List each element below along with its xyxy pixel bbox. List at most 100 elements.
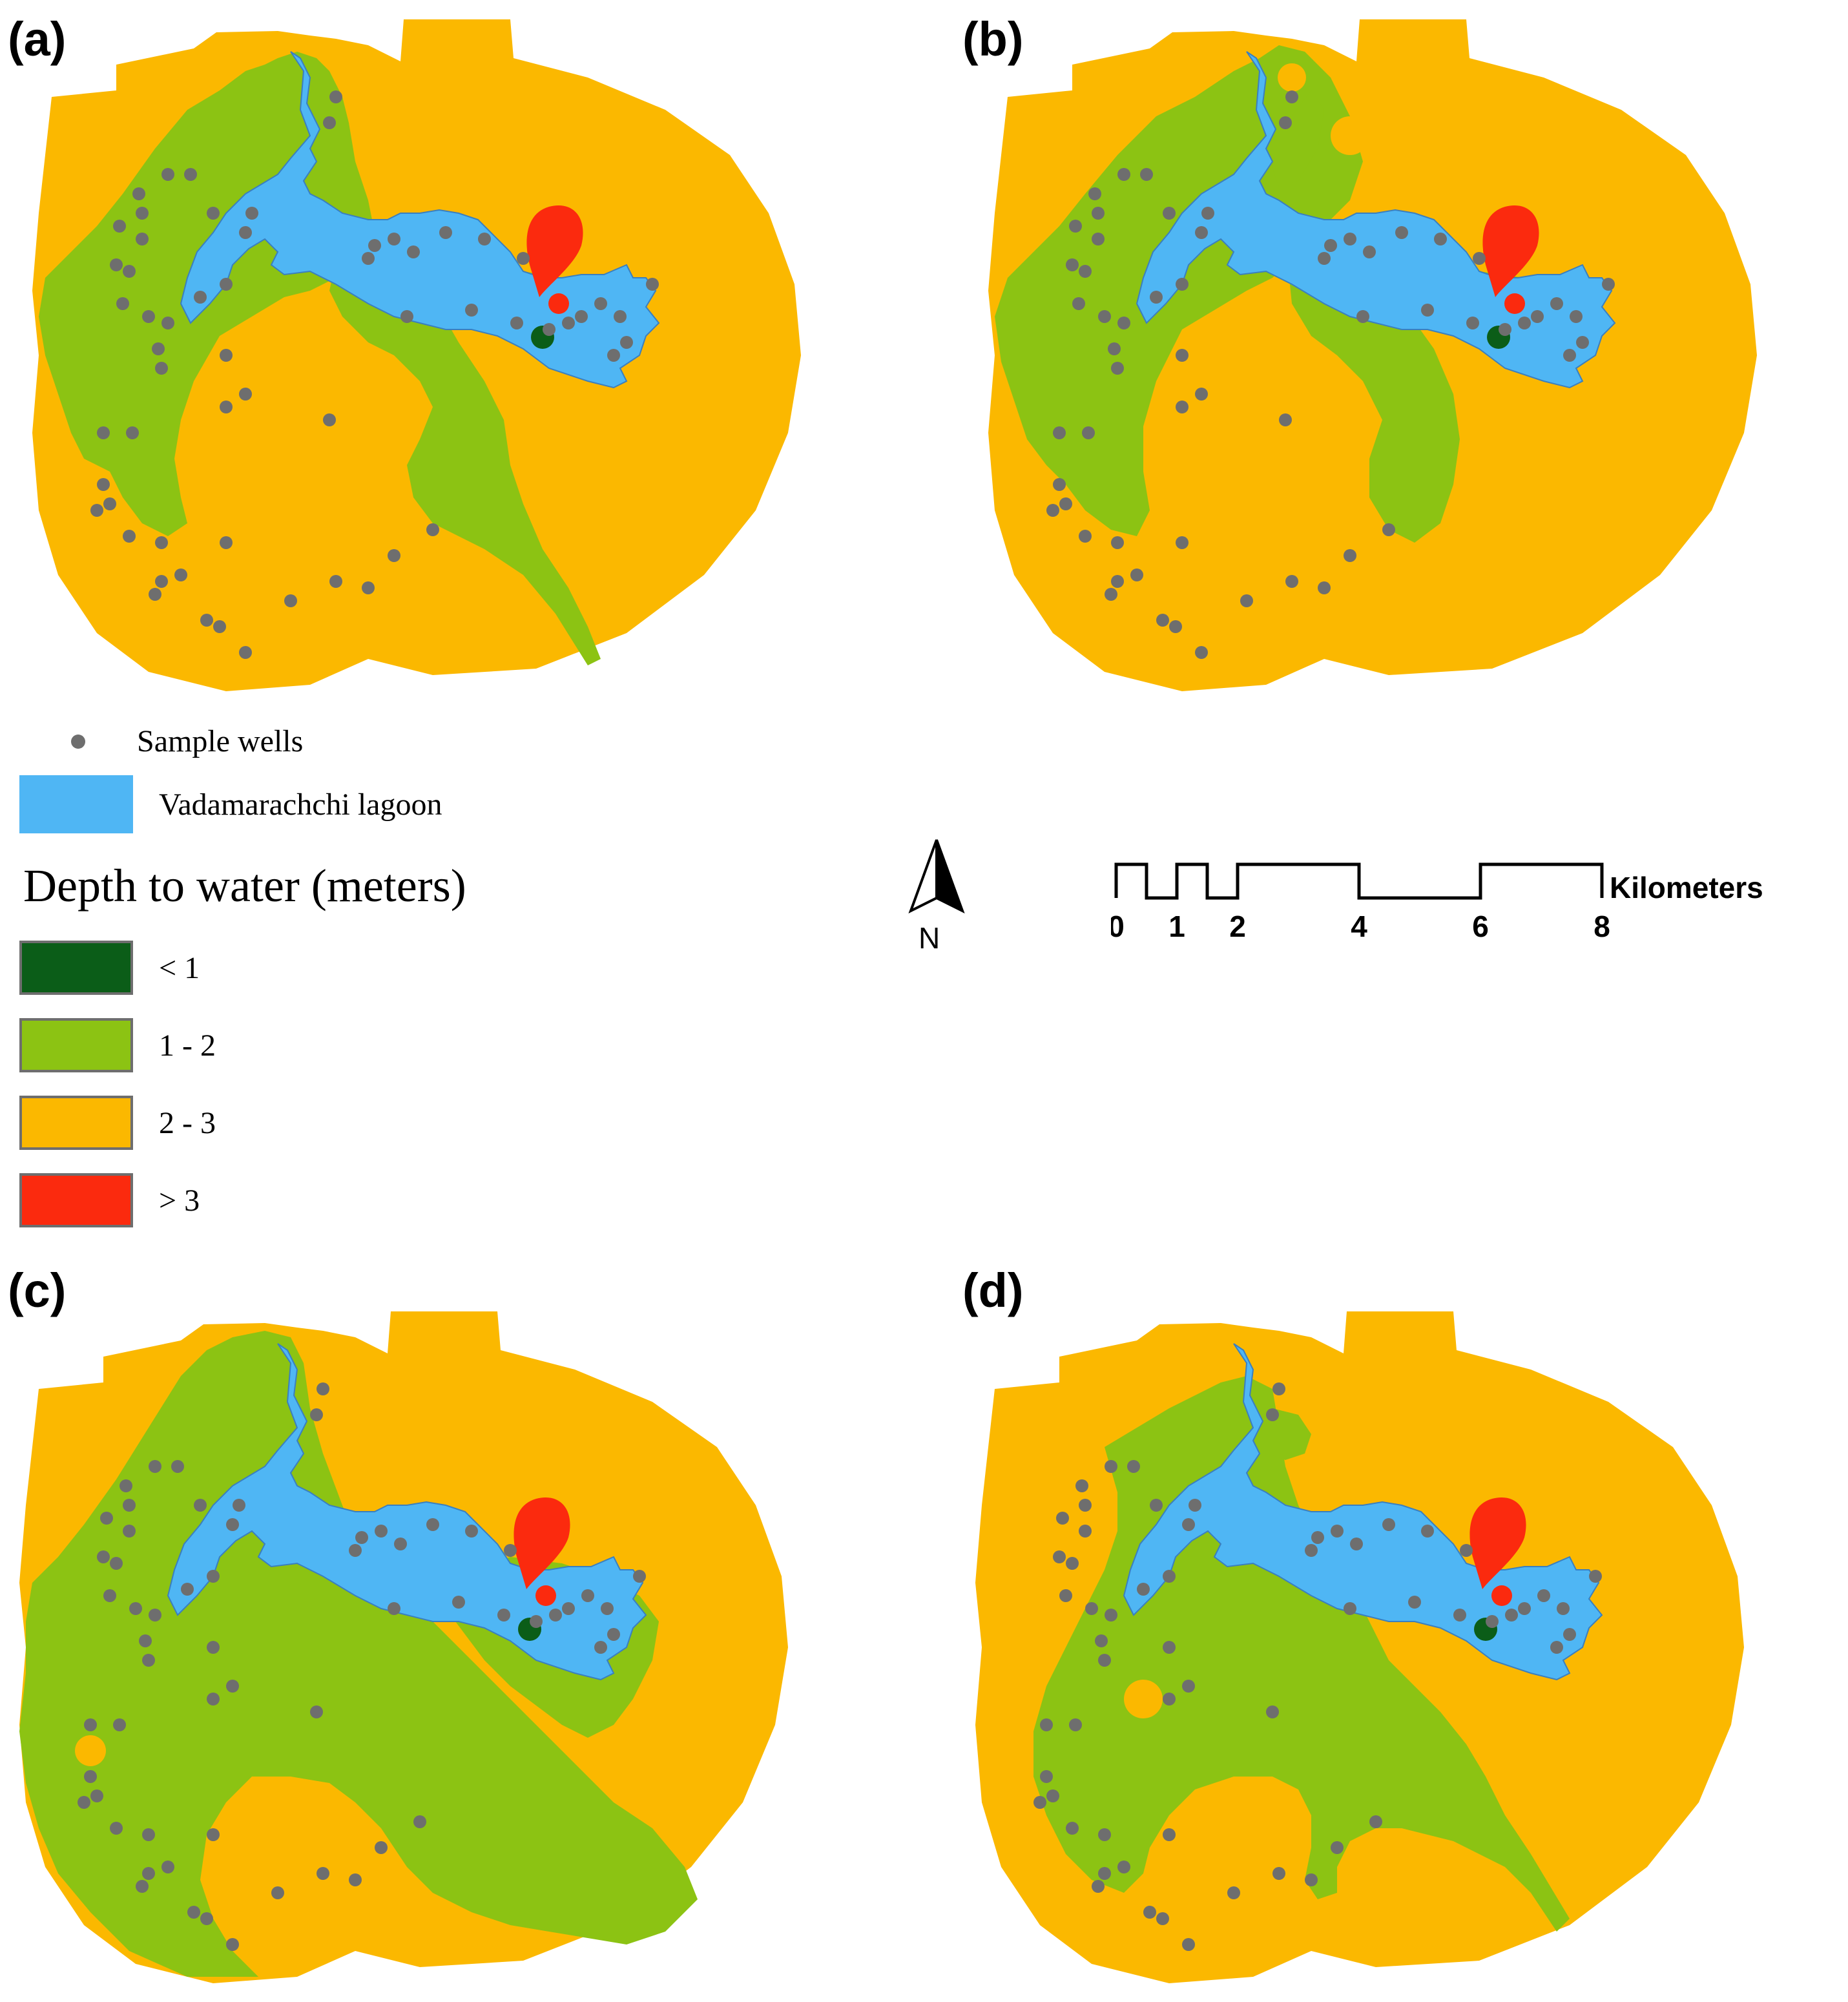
- sample-well: [1079, 530, 1092, 543]
- sample-well: [614, 310, 627, 323]
- sample-well: [1075, 1479, 1088, 1492]
- scale-tick-label: 2: [1229, 910, 1246, 943]
- sample-well: [465, 304, 478, 317]
- legend-class-label: > 3: [159, 1183, 200, 1218]
- sample-well: [1127, 1460, 1140, 1473]
- sample-well: [126, 426, 139, 439]
- scale-tick-label: 0: [1111, 910, 1125, 943]
- sample-well: [1499, 323, 1511, 336]
- sample-well: [1285, 575, 1298, 588]
- sample-well: [187, 1906, 200, 1919]
- sample-well: [220, 401, 233, 413]
- vadamarachchi-lagoon: [167, 1343, 647, 1681]
- sample-well: [119, 1479, 132, 1492]
- class-swatch-shallow: [19, 1018, 133, 1072]
- sample-well: [1098, 1654, 1111, 1667]
- sample-well: [1143, 1906, 1156, 1919]
- scale-tick-label: 6: [1472, 910, 1489, 943]
- vadamarachchi-lagoon: [180, 51, 660, 389]
- sample-well: [132, 187, 145, 200]
- sample-well: [530, 1615, 543, 1628]
- map-panel-d: [975, 1311, 1744, 1983]
- sample-well: [562, 1602, 575, 1615]
- sample-well: [136, 207, 149, 220]
- sample-well: [123, 1499, 136, 1512]
- sample-well: [1156, 1912, 1169, 1925]
- sample-well: [1486, 1615, 1499, 1628]
- region-depth-1-2: [1266, 90, 1324, 187]
- sample-well: [601, 1602, 614, 1615]
- sample-well: [1344, 1602, 1356, 1615]
- sample-well: [1059, 1589, 1072, 1602]
- sample-well: [84, 1718, 97, 1731]
- sample-well: [1082, 426, 1095, 439]
- vadamarachchi-lagoon: [1136, 51, 1616, 389]
- sample-well: [607, 349, 620, 362]
- sample-well: [620, 336, 633, 349]
- sample-well: [1550, 297, 1563, 310]
- panel-label-a: (a): [8, 12, 67, 66]
- sample-well: [1040, 1770, 1053, 1783]
- region-depth-1-2: [995, 45, 1363, 536]
- sample-well: [1163, 1828, 1176, 1841]
- sample-well: [1279, 116, 1292, 129]
- region-depth-2-3: [75, 1735, 106, 1766]
- sample-well: [1105, 1460, 1117, 1473]
- sample-well: [1092, 1880, 1105, 1893]
- sample-well: [317, 1382, 329, 1395]
- sample-well: [239, 226, 252, 239]
- well-symbol-icon: [71, 734, 85, 749]
- sample-well: [310, 1408, 323, 1421]
- sample-well: [78, 1796, 90, 1809]
- sample-well: [1046, 1789, 1059, 1802]
- sample-well: [478, 233, 491, 245]
- sample-well: [1066, 258, 1079, 271]
- sample-well: [1434, 233, 1447, 245]
- sample-well: [97, 1550, 110, 1563]
- legend-wells-row: Sample wells: [19, 724, 303, 759]
- sample-well: [1279, 413, 1292, 426]
- sample-well: [1189, 1499, 1201, 1512]
- sample-well: [1046, 504, 1059, 517]
- region-depth-2-3: [369, 111, 406, 147]
- sample-well: [1563, 1628, 1576, 1641]
- region-depth-1-2: [1285, 239, 1460, 543]
- scale-bar: 0 1 2 4 6 8 Kilometers: [1111, 862, 1763, 943]
- sample-well: [1163, 207, 1176, 220]
- sample-well: [103, 1589, 116, 1602]
- sample-well: [1408, 1596, 1421, 1609]
- sample-well: [1318, 252, 1331, 265]
- sample-well: [220, 278, 233, 291]
- panel-label-b: (b): [962, 12, 1024, 66]
- sample-well: [1111, 536, 1124, 549]
- sample-well: [1033, 1796, 1046, 1809]
- sample-well: [310, 1705, 323, 1718]
- sample-well: [226, 1938, 239, 1951]
- sample-well: [155, 536, 168, 549]
- sample-well: [388, 233, 400, 245]
- sample-well: [142, 1867, 155, 1880]
- lagoon-swatch: [19, 775, 133, 833]
- sample-well: [142, 310, 155, 323]
- sample-well: [181, 1583, 194, 1596]
- region-depth-2-3: [342, 65, 368, 90]
- sample-well: [400, 310, 413, 323]
- sample-well: [1266, 1705, 1279, 1718]
- sample-well: [1117, 317, 1130, 329]
- sample-well: [123, 530, 136, 543]
- sample-well: [1557, 1602, 1570, 1615]
- sample-well: [1069, 220, 1082, 233]
- sample-well: [1272, 1867, 1285, 1880]
- sample-well: [110, 1557, 123, 1570]
- sample-well: [1130, 568, 1143, 581]
- sample-well: [123, 1525, 136, 1538]
- sample-well: [1602, 278, 1615, 291]
- sample-well: [1182, 1938, 1195, 1951]
- sample-well: [84, 1770, 97, 1783]
- sample-well: [1108, 342, 1121, 355]
- scale-tick-label: 4: [1351, 910, 1367, 943]
- sample-well: [1098, 1828, 1111, 1841]
- class-swatch-medium: [19, 1096, 133, 1150]
- sample-well: [1095, 1634, 1108, 1647]
- sample-well: [1117, 1861, 1130, 1873]
